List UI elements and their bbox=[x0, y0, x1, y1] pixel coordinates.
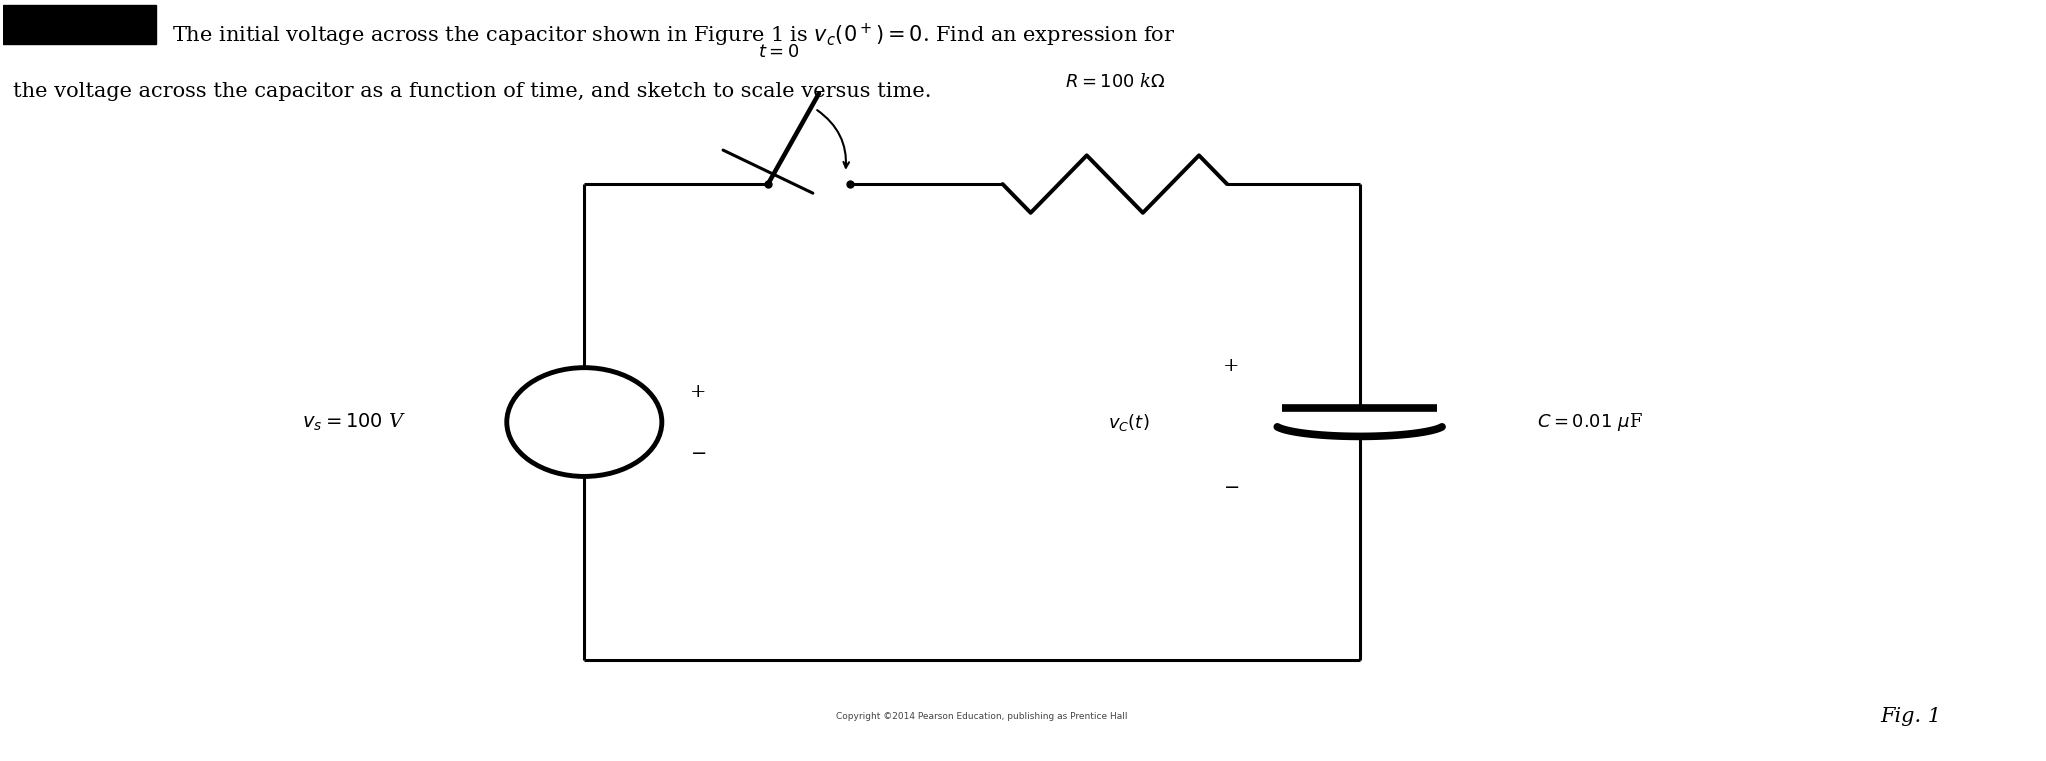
Text: Copyright ©2014 Pearson Education, publishing as Prentice Hall: Copyright ©2014 Pearson Education, publi… bbox=[837, 712, 1127, 721]
Text: +: + bbox=[1224, 357, 1240, 375]
Text: the voltage across the capacitor as a function of time, and sketch to scale vers: the voltage across the capacitor as a fu… bbox=[12, 82, 931, 101]
Text: +: + bbox=[690, 383, 706, 401]
Text: The initial voltage across the capacitor shown in Figure 1 is $v_c(0^+) = 0$. Fi: The initial voltage across the capacitor… bbox=[172, 21, 1176, 49]
Text: $v_s = 100$ V: $v_s = 100$ V bbox=[301, 412, 405, 433]
Text: $-$: $-$ bbox=[690, 443, 706, 461]
FancyBboxPatch shape bbox=[2, 5, 155, 44]
Text: $-$: $-$ bbox=[1224, 476, 1240, 495]
Text: $t = 0$: $t = 0$ bbox=[757, 43, 798, 61]
Text: $v_C(t)$: $v_C(t)$ bbox=[1109, 412, 1150, 432]
Text: $C = 0.01\ \mu$F: $C = 0.01\ \mu$F bbox=[1537, 411, 1643, 433]
Text: Fig. 1: Fig. 1 bbox=[1880, 707, 1942, 726]
Text: $R = 100$ k$\Omega$: $R = 100$ k$\Omega$ bbox=[1064, 73, 1164, 91]
